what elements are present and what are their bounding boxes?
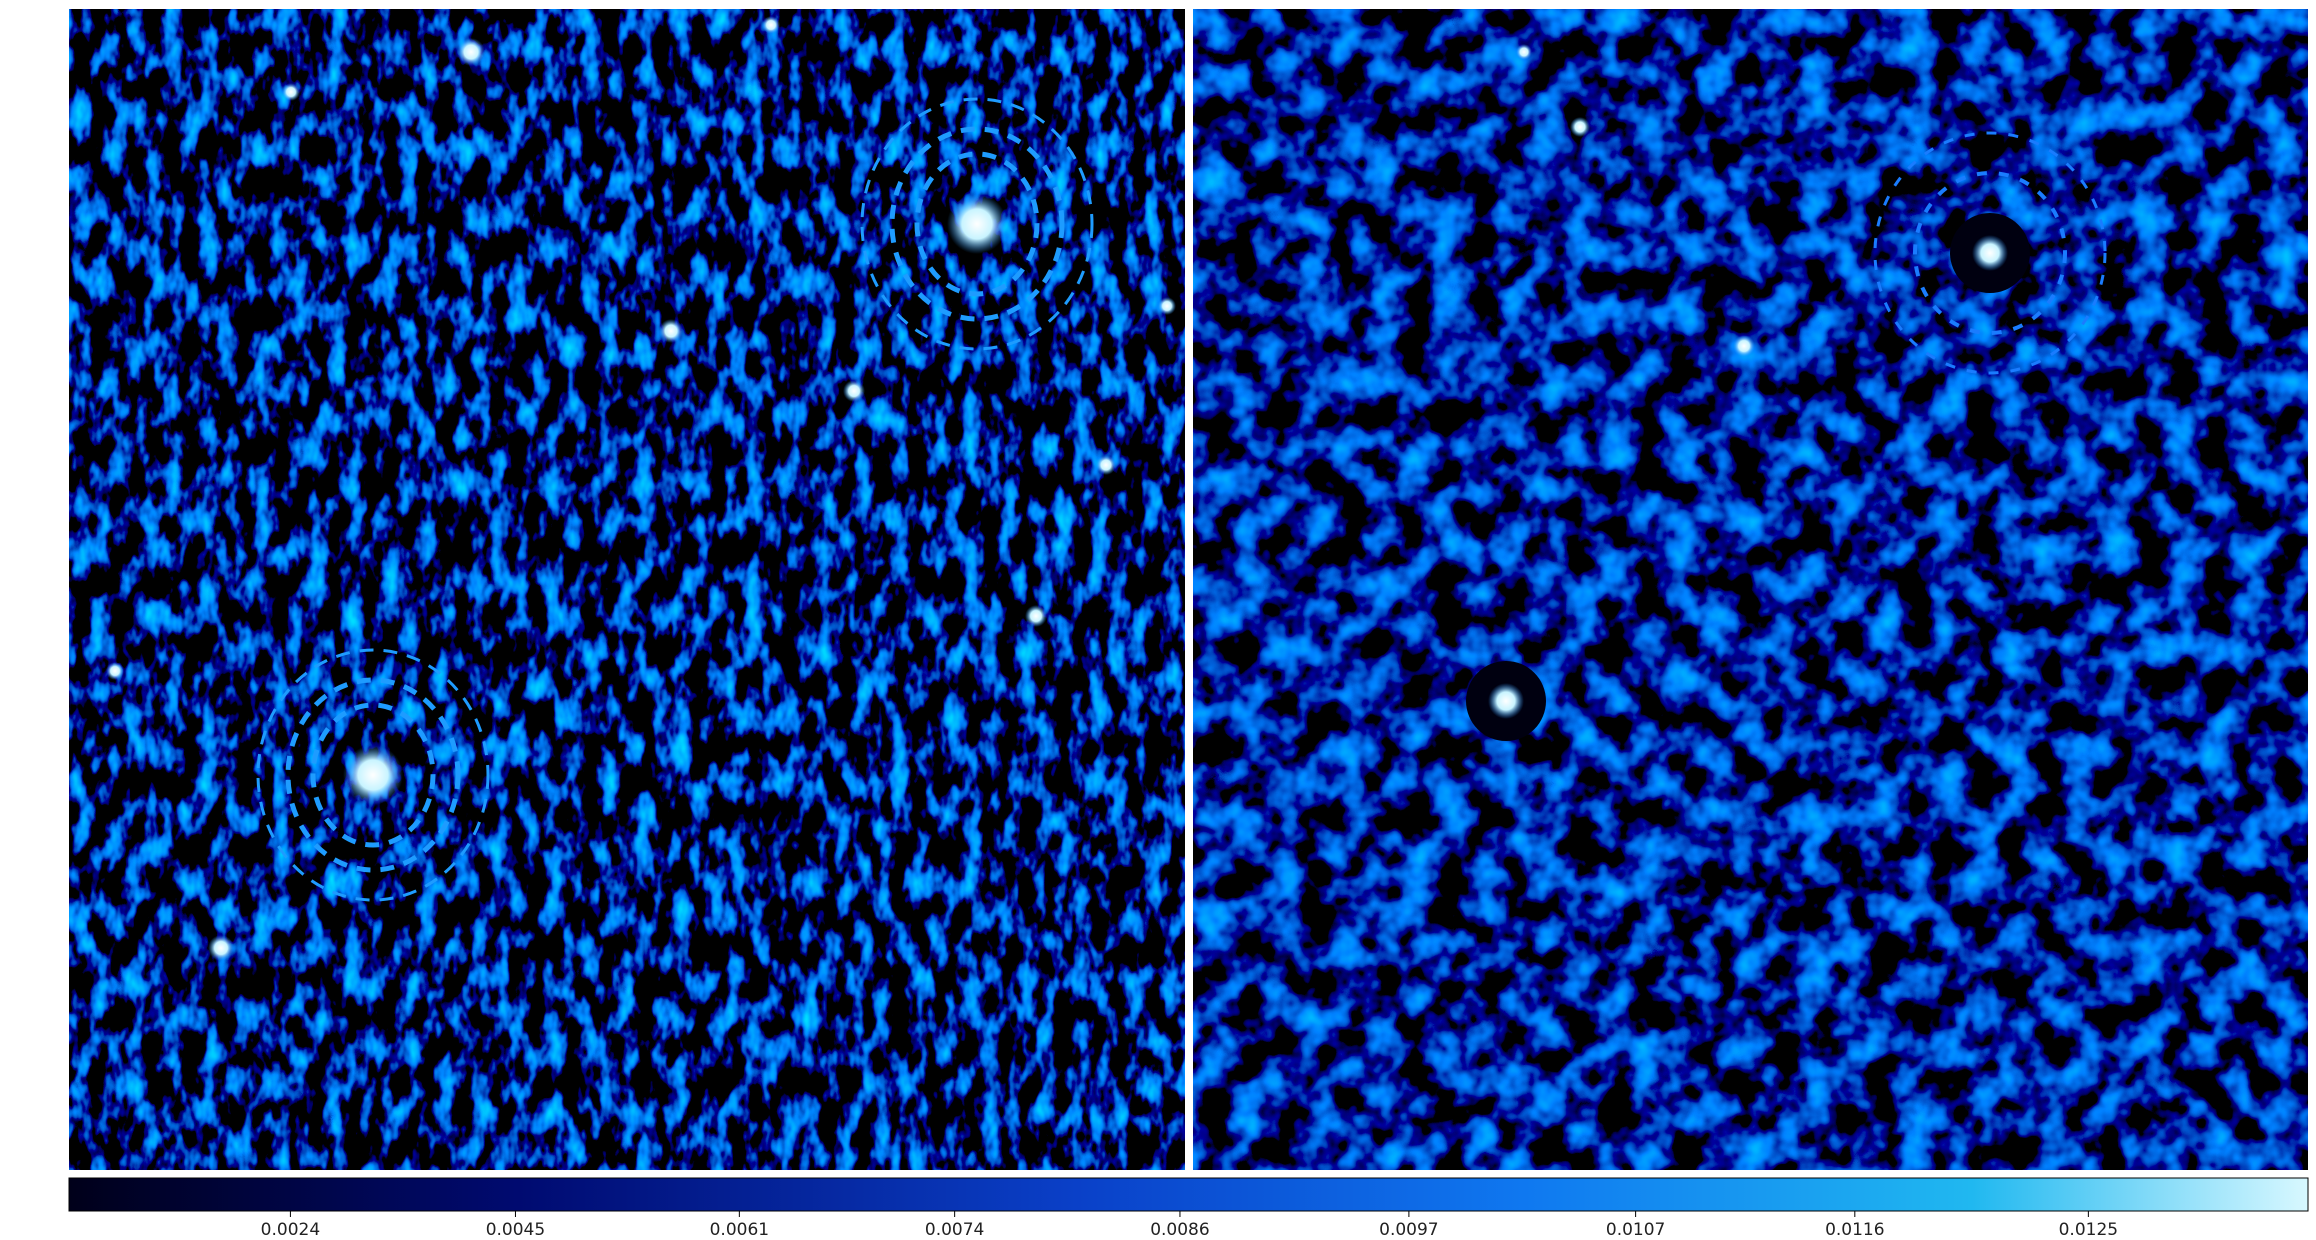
colorbar-tick-label: 0.0061 bbox=[710, 1220, 769, 1240]
colorbar-tick-label: 0.0116 bbox=[1825, 1220, 1884, 1240]
noise-field bbox=[1193, 9, 2308, 1170]
colorbar-tick-label: 0.0107 bbox=[1606, 1220, 1665, 1240]
right-panel bbox=[1193, 9, 2308, 1170]
figure: 0.0024 0.0045 0.0061 0.0074 0.0086 0.0097 0.01… bbox=[0, 0, 2316, 1240]
colorbar-tick-label: 0.0097 bbox=[1379, 1220, 1438, 1240]
colorbar-tick-label: 0.0086 bbox=[1150, 1220, 1209, 1240]
colorbar-tick-label: 0.0074 bbox=[925, 1220, 984, 1240]
left-panel bbox=[69, 9, 1185, 1170]
colorbar-tick-label: 0.0045 bbox=[486, 1220, 545, 1240]
colorbar-tick-label: 0.0125 bbox=[2059, 1220, 2118, 1240]
noise-field bbox=[69, 9, 1185, 1170]
page: 0.0024 0.0045 0.0061 0.0074 0.0086 0.0097 0.01… bbox=[0, 0, 2316, 1240]
colorbar bbox=[69, 1178, 2308, 1211]
colorbar-tick-label: 0.0024 bbox=[261, 1220, 320, 1240]
